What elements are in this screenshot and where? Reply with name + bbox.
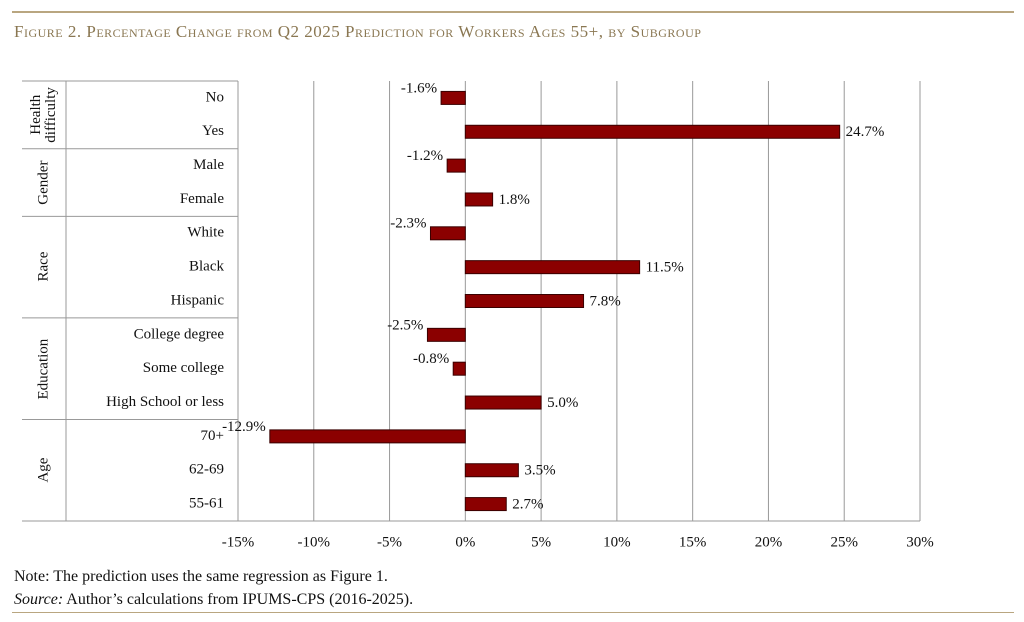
data-label: 1.8% xyxy=(499,192,530,208)
y-tick-label: College degree xyxy=(134,326,225,342)
bar xyxy=(269,429,466,444)
x-tick-label: 0% xyxy=(455,534,475,550)
data-label: 2.7% xyxy=(512,497,543,513)
bar xyxy=(452,361,466,376)
bottom-rule xyxy=(12,612,1014,613)
data-label: -2.5% xyxy=(387,317,423,333)
group-label: Health difficulty xyxy=(28,87,59,143)
source: Author’s calculations from IPUMS-CPS (20… xyxy=(66,591,414,608)
note: Note: The prediction uses the same regre… xyxy=(14,568,388,585)
chart-title: Figure 2. Percentage Change from Q2 2025… xyxy=(14,22,702,41)
y-tick-label: Black xyxy=(189,259,224,275)
x-tick-label: -10% xyxy=(298,534,331,550)
x-tick-label: 15% xyxy=(679,534,707,550)
bar xyxy=(446,158,466,173)
bar xyxy=(464,395,542,410)
bar xyxy=(464,124,841,139)
y-tick-label: Male xyxy=(193,157,224,173)
source-label: Source: xyxy=(14,591,64,608)
data-label: 24.7% xyxy=(846,124,885,140)
top-rule xyxy=(12,11,1014,13)
y-tick-label: High School or less xyxy=(106,394,224,410)
x-tick-label: -15% xyxy=(222,534,255,550)
y-tick-label: Yes xyxy=(202,123,224,139)
y-tick-label: White xyxy=(187,225,224,241)
source-line: Source: Author’s calculations from IPUMS… xyxy=(14,591,413,609)
bar xyxy=(464,463,519,478)
group-label: Race xyxy=(35,252,52,283)
x-tick-label: 30% xyxy=(906,534,934,550)
group-label: Age xyxy=(35,457,52,483)
data-label: 3.5% xyxy=(524,463,555,479)
data-label: -12.9% xyxy=(222,419,266,435)
bar xyxy=(464,497,507,512)
bar xyxy=(440,90,466,105)
y-tick-label: Some college xyxy=(143,360,225,376)
data-label: -1.6% xyxy=(401,80,437,96)
bar xyxy=(464,192,494,207)
data-label: 5.0% xyxy=(547,395,578,411)
x-tick-label: 5% xyxy=(531,534,551,550)
data-label: 7.8% xyxy=(590,293,621,309)
data-label: -2.3% xyxy=(390,216,426,232)
x-tick-label: 20% xyxy=(755,534,783,550)
data-label: -0.8% xyxy=(413,351,449,367)
data-label: 11.5% xyxy=(646,260,684,276)
y-tick-label: 55-61 xyxy=(189,496,224,512)
group-label: Gender xyxy=(35,160,52,205)
bar xyxy=(464,294,585,308)
bar xyxy=(429,226,466,241)
y-tick-label: Female xyxy=(180,191,224,207)
x-tick-label: 10% xyxy=(603,534,631,550)
x-tick-label: -5% xyxy=(377,534,402,550)
group-label: Education xyxy=(35,338,52,400)
x-tick-label: 25% xyxy=(830,534,858,550)
data-label: -1.2% xyxy=(407,148,443,164)
y-tick-label: 70+ xyxy=(201,428,224,444)
y-tick-label: 62-69 xyxy=(189,462,224,478)
y-tick-label: Hispanic xyxy=(171,292,225,308)
bar xyxy=(426,327,466,342)
y-tick-label: No xyxy=(206,89,224,105)
bar xyxy=(464,260,641,275)
